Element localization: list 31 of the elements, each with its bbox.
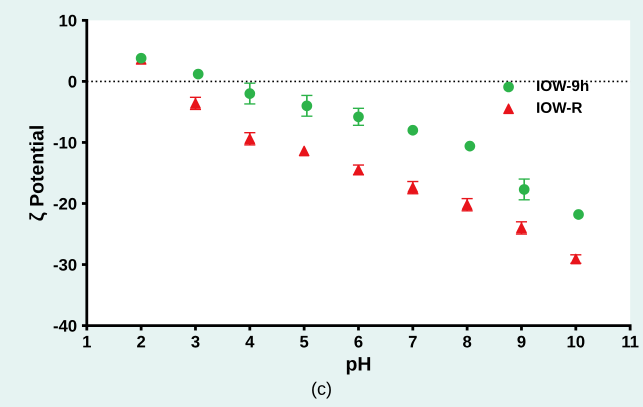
point <box>353 111 364 122</box>
y-tick-label: 10 <box>60 14 76 27</box>
point <box>464 140 476 152</box>
legend-label: IOW-R <box>537 102 582 113</box>
x-tick-label: 10 <box>568 336 584 348</box>
x-tick-label: 11 <box>622 336 638 348</box>
point <box>298 146 310 156</box>
x-axis-title: pH <box>346 357 370 375</box>
point <box>192 68 204 80</box>
x-tick-label: 9 <box>517 336 526 348</box>
point <box>573 209 584 220</box>
point <box>407 124 418 136</box>
legend-label: IOW-9h <box>537 80 588 92</box>
x-tick-label: 3 <box>191 336 200 348</box>
x-tick-label: 1 <box>83 336 91 348</box>
y-tick-label: -40 <box>54 320 76 332</box>
y-tick-label: -20 <box>54 198 76 210</box>
y-tick-label: 0 <box>68 76 76 88</box>
x-tick-label: 5 <box>300 336 308 348</box>
x-tick-label: 4 <box>245 336 254 348</box>
y-axis-title: ζ Potential <box>29 126 48 221</box>
y-tick-label: -30 <box>54 258 76 271</box>
point <box>302 100 312 112</box>
point <box>518 184 530 195</box>
x-tick-label: 8 <box>463 336 472 348</box>
x-tick-label: 6 <box>354 336 363 348</box>
y-tick-label: -10 <box>54 136 76 149</box>
x-tick-label: 2 <box>137 336 146 348</box>
text: (c) <box>312 382 331 399</box>
point <box>244 88 256 99</box>
x-tick-label: 7 <box>408 336 417 348</box>
